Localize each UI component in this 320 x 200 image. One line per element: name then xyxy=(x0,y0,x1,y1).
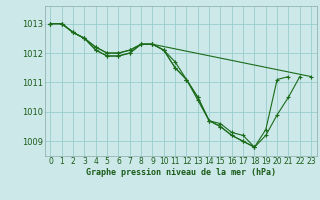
X-axis label: Graphe pression niveau de la mer (hPa): Graphe pression niveau de la mer (hPa) xyxy=(86,168,276,177)
